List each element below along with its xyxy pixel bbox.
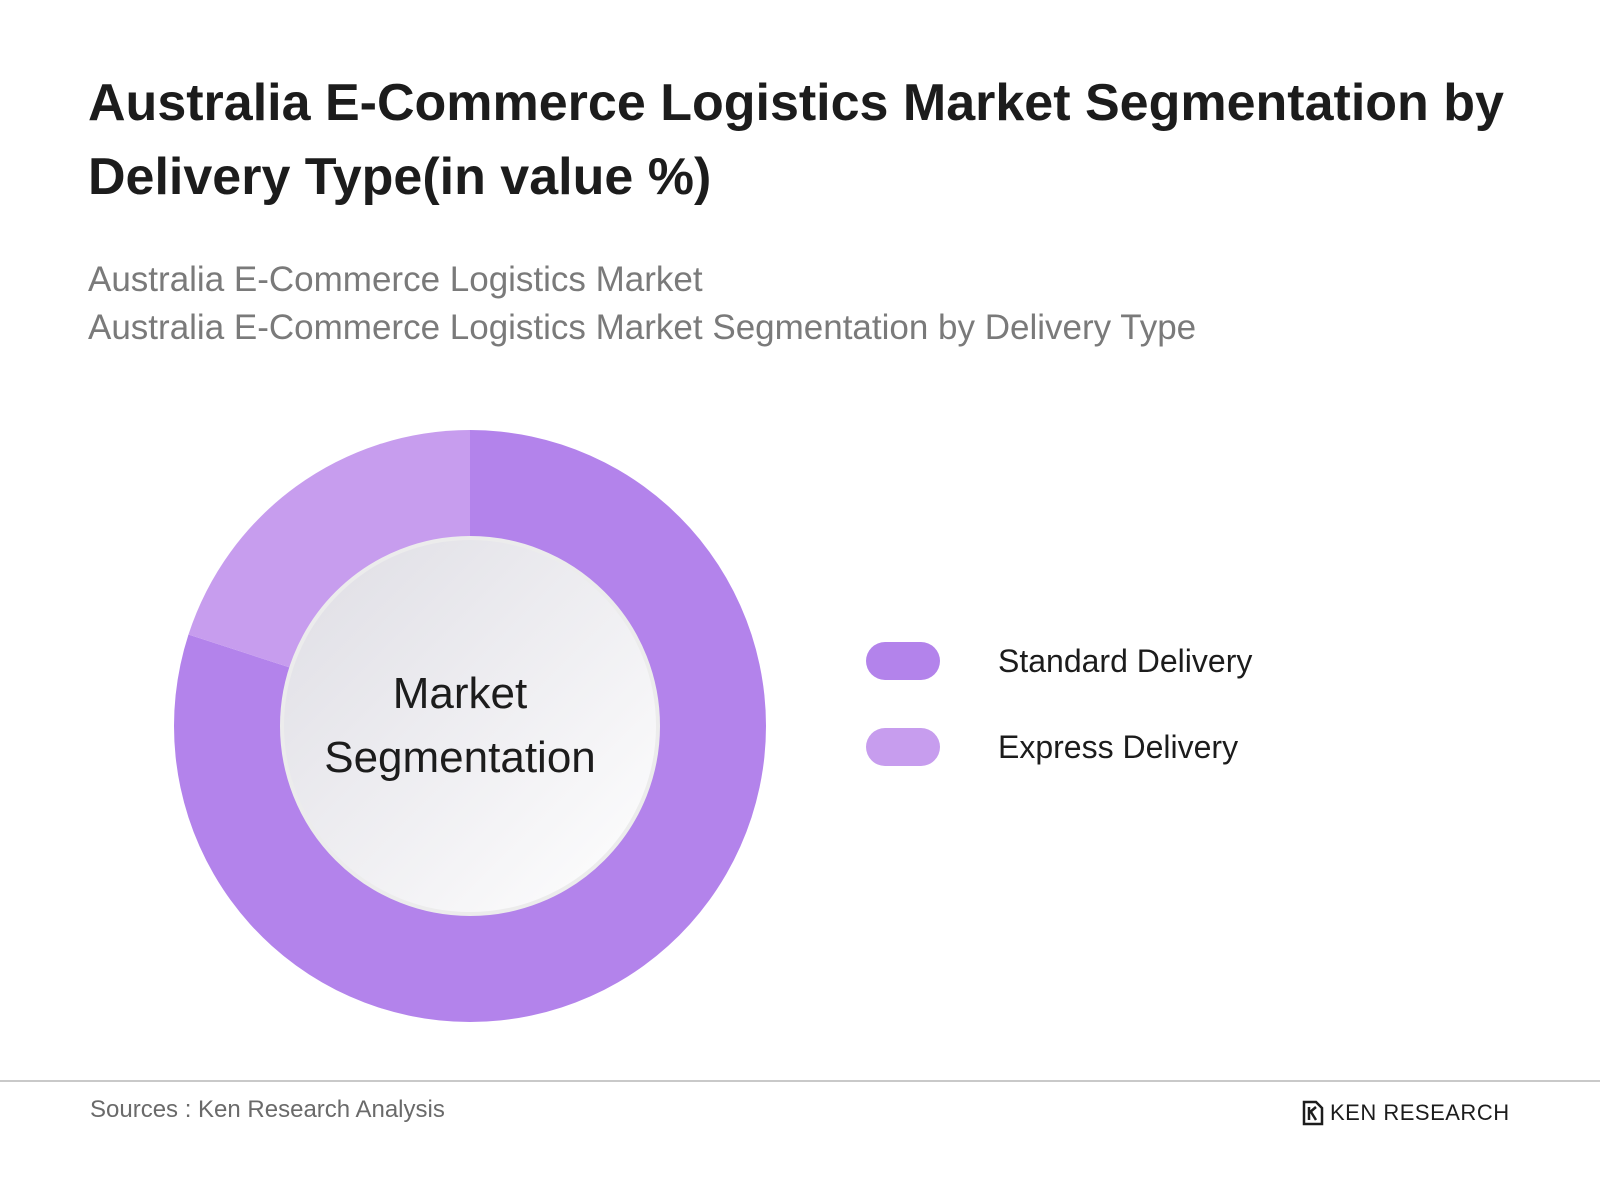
legend-item-standard-delivery: Standard Delivery bbox=[866, 618, 1252, 704]
legend-label-express-delivery: Express Delivery bbox=[998, 728, 1239, 765]
legend-swatch-express-delivery bbox=[866, 728, 940, 766]
donut-center-label-line2: Segmentation bbox=[324, 733, 596, 782]
footer-divider bbox=[0, 1080, 1600, 1082]
legend-label-standard-delivery: Standard Delivery bbox=[998, 642, 1253, 679]
donut-center-label-line1: Market bbox=[392, 669, 528, 718]
donut-center bbox=[280, 536, 660, 916]
chart-title: Australia E-Commerce Logistics Market Se… bbox=[88, 74, 1504, 206]
chart-subtitle-market: Australia E-Commerce Logistics Market bbox=[88, 260, 703, 299]
donut-center-label: Market Segmentation bbox=[300, 662, 620, 790]
legend-swatch-standard-delivery bbox=[866, 642, 940, 680]
chart-subtitle-segmentation: Australia E-Commerce Logistics Market Se… bbox=[88, 308, 1197, 347]
ken-research-logo-icon bbox=[1302, 1100, 1324, 1126]
chart-legend: Standard Delivery Express Delivery bbox=[866, 618, 1252, 790]
legend-item-express-delivery: Express Delivery bbox=[866, 704, 1252, 790]
ken-research-logo: KEN RESEARCH bbox=[1302, 1100, 1510, 1126]
sources-note: Sources : Ken Research Analysis bbox=[90, 1096, 445, 1123]
ken-research-logo-text: KEN RESEARCH bbox=[1330, 1100, 1510, 1125]
